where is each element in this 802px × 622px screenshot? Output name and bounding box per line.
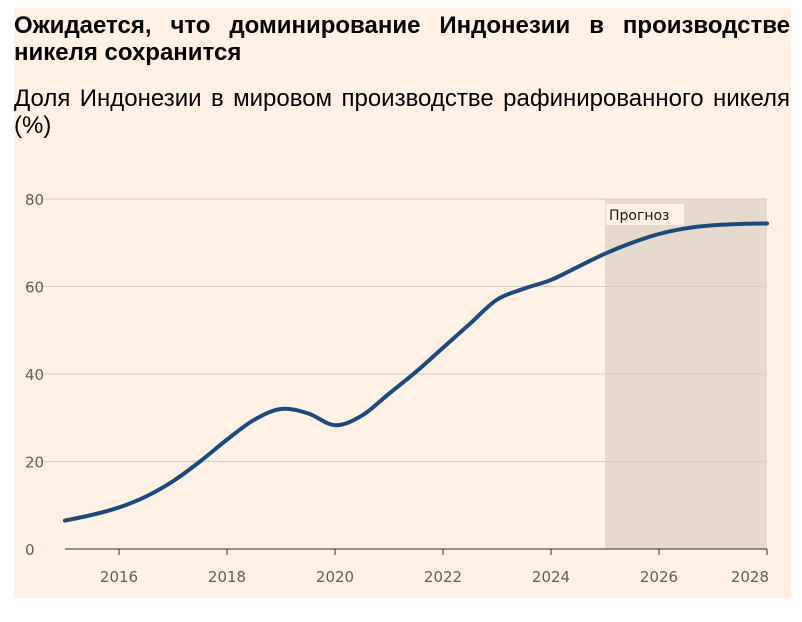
- y-tick-label-60: 60: [25, 279, 44, 297]
- chart-subtitle: Доля Индонезии в мировом производстве ра…: [14, 85, 790, 139]
- y-tick-label-40: 40: [25, 366, 44, 384]
- x-tick-label-2020: 2020: [316, 568, 354, 586]
- x-tick-label-2018: 2018: [208, 568, 246, 586]
- forecast-label-box: [606, 204, 684, 225]
- x-tick-label-2026: 2026: [640, 568, 678, 586]
- y-tick-label-20: 20: [25, 454, 44, 472]
- forecast-label: Прогноз: [609, 208, 670, 224]
- series-line-0: [63, 221, 769, 523]
- chart-title: Ожидается, что доминирование Индонезии в…: [14, 12, 790, 66]
- y-tick-label-80: 80: [25, 191, 44, 209]
- x-tick-label-2016: 2016: [100, 568, 138, 586]
- y-tick-label-0: 0: [25, 541, 35, 559]
- x-tick-label-2022: 2022: [424, 568, 462, 586]
- x-tick-label-2028: 2028: [731, 568, 769, 586]
- x-tick-label-2024: 2024: [532, 568, 570, 586]
